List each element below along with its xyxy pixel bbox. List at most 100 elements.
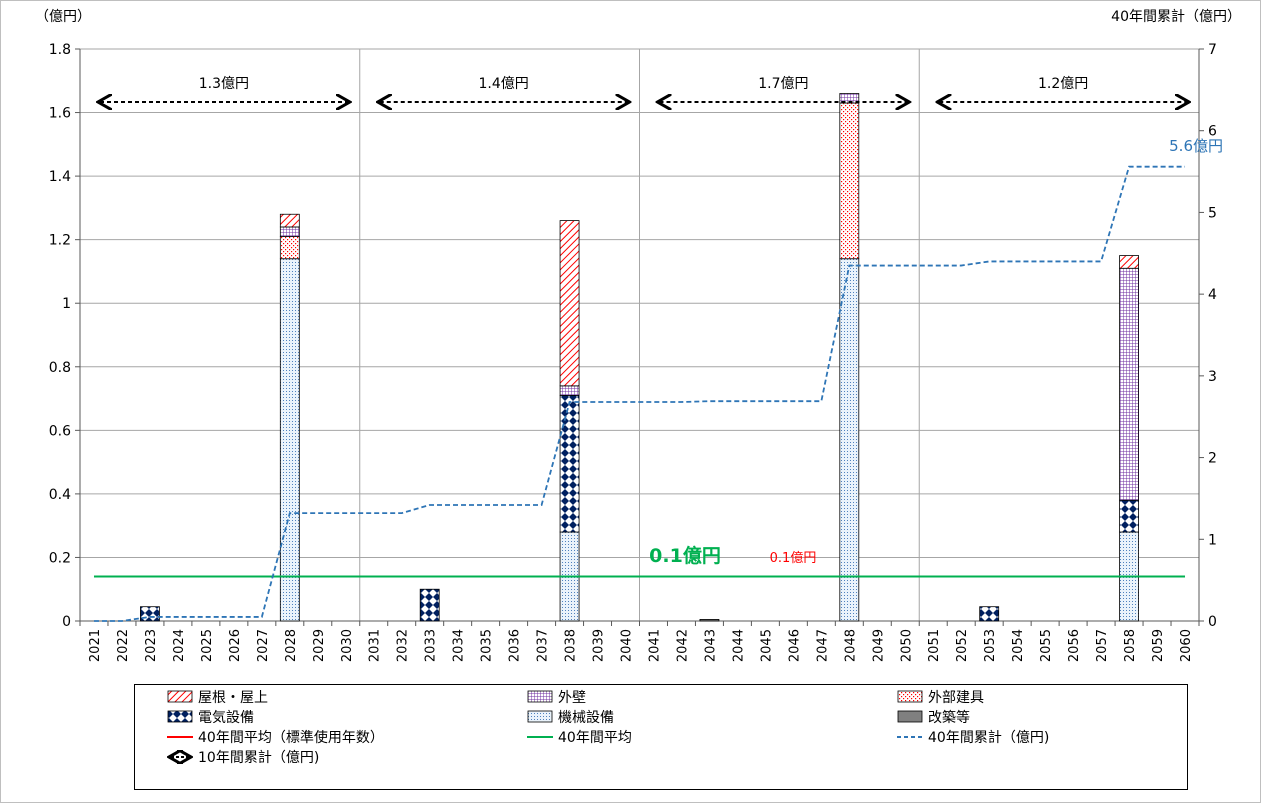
- legend-label: 外壁: [558, 690, 586, 706]
- legend-label: 外部建具: [928, 690, 984, 706]
- y-right-axis-title: 40年間累計（億円）: [1111, 9, 1241, 25]
- bar-segment: [279, 236, 300, 260]
- x-tick-label: 2060: [1179, 629, 1194, 662]
- x-tick-label: 2032: [396, 629, 411, 662]
- legend-label: 40年間平均: [558, 730, 632, 746]
- y-left-tick-label: 0.8: [49, 360, 71, 376]
- legend-label: 改築等: [928, 710, 970, 726]
- bar-segment: [559, 394, 580, 533]
- bar-segment: [419, 588, 440, 622]
- x-tick-label: 2039: [592, 629, 607, 662]
- legend-swatch-fittings: [897, 690, 923, 703]
- legend-label: 機械設備: [558, 710, 614, 726]
- legend-label: 10年間累計（億円): [198, 750, 320, 766]
- bar-segment: [279, 226, 300, 237]
- decade-range-label: 1.7億円: [758, 76, 808, 92]
- legend-swatch-rebuild: [897, 710, 923, 723]
- bar-segment: [279, 258, 300, 622]
- x-tick-label: 2035: [480, 629, 495, 662]
- x-tick-label: 2049: [871, 629, 886, 662]
- x-tick-label: 2058: [1123, 629, 1138, 662]
- legend-label: 電気設備: [198, 710, 254, 726]
- y-left-tick-label: 0.4: [49, 487, 71, 503]
- cumulative-end-annotation: 5.6億円: [1169, 137, 1223, 155]
- x-tick-label: 2054: [1011, 629, 1026, 662]
- bar-segment: [979, 606, 1000, 622]
- x-tick-label: 2041: [647, 629, 662, 662]
- legend-swatch-decade: [165, 750, 195, 764]
- bar-segment: [140, 606, 160, 622]
- legend-swatch-wall: [527, 690, 553, 703]
- y-right-tick-label: 7: [1208, 42, 1217, 58]
- y-left-tick-label: 1.4: [49, 169, 71, 185]
- legend-item-cum: 40年間累計（億円): [895, 727, 1049, 747]
- x-tick-label: 2038: [564, 629, 579, 662]
- bar-segment: [1119, 267, 1139, 501]
- bar-segment: [1119, 255, 1139, 269]
- legend-item-roof: 屋根・屋上: [165, 687, 268, 707]
- decade-range-label: 1.2億円: [1038, 76, 1088, 92]
- y-right-tick-label: 5: [1208, 205, 1217, 221]
- x-tick-label: 2048: [843, 629, 858, 662]
- x-tick-label: 2057: [1095, 629, 1110, 662]
- x-tick-label: 2027: [256, 629, 271, 662]
- y-right-tick-label: 3: [1208, 369, 1217, 385]
- y-left-tick-label: 1.8: [49, 42, 71, 58]
- x-tick-label: 2033: [424, 629, 439, 662]
- x-tick-label: 2021: [88, 629, 103, 662]
- legend-item-mechanical: 機械設備: [525, 707, 614, 727]
- legend-swatch-roof: [167, 690, 193, 703]
- decade-range-label: 1.4億円: [478, 76, 528, 92]
- bar-segment: [279, 213, 300, 228]
- y-right-tick-label: 2: [1208, 451, 1217, 467]
- x-tick-label: 2046: [787, 629, 802, 662]
- x-tick-label: 2050: [899, 629, 914, 662]
- y-left-tick-label: 1: [62, 296, 71, 312]
- x-tick-label: 2047: [815, 629, 830, 662]
- legend-label: 40年間平均（標準使用年数）: [198, 730, 384, 746]
- x-tick-label: 2055: [1039, 629, 1054, 662]
- legend-swatch-cum: [897, 736, 923, 738]
- x-tick-label: 2059: [1151, 629, 1166, 662]
- x-tick-label: 2023: [144, 629, 159, 662]
- legend-item-wall: 外壁: [525, 687, 586, 707]
- x-tick-label: 2031: [368, 629, 383, 662]
- legend-swatch-electric: [167, 710, 193, 723]
- x-tick-label: 2056: [1067, 629, 1082, 662]
- x-tick-label: 2052: [955, 629, 970, 662]
- cumulative-line: [93, 165, 1186, 622]
- legend-item-fittings: 外部建具: [895, 687, 984, 707]
- legend-item-electric: 電気設備: [165, 707, 254, 727]
- legend-label: 40年間累計（億円): [928, 730, 1050, 746]
- y-left-tick-label: 0: [62, 614, 71, 630]
- y-left-tick-label: 0.6: [49, 423, 71, 439]
- x-tick-label: 2026: [228, 629, 243, 662]
- legend-item-avg_std: 40年間平均（標準使用年数）: [165, 727, 384, 747]
- average-annotation: 0.1億円: [649, 544, 721, 567]
- y-left-tick-label: 1.2: [49, 233, 71, 249]
- x-tick-label: 2037: [536, 629, 551, 662]
- average-std-annotation: 0.1億円: [770, 550, 817, 566]
- y-right-tick-label: 4: [1208, 287, 1217, 303]
- x-tick-label: 2025: [200, 629, 215, 662]
- x-tick-label: 2030: [340, 629, 355, 662]
- legend-swatch-mechanical: [527, 710, 553, 723]
- bar-segment: [1119, 499, 1139, 533]
- bar-segment: [699, 619, 720, 622]
- y-right-tick-label: 1: [1208, 532, 1217, 548]
- x-tick-label: 2024: [172, 629, 187, 662]
- x-tick-label: 2028: [284, 629, 299, 662]
- x-tick-label: 2042: [675, 629, 690, 662]
- x-tick-label: 2043: [703, 629, 718, 662]
- x-tick-label: 2040: [620, 629, 635, 662]
- x-tick-label: 2045: [759, 629, 774, 662]
- chart-legend: 屋根・屋上 外壁 外部建具電気設備 機械設備 改築等 40年間平均（標準使用年数） 40年間…: [134, 684, 1188, 790]
- x-tick-label: 2036: [508, 629, 523, 662]
- x-tick-label: 2034: [452, 629, 467, 662]
- legend-item-decade: 10年間累計（億円): [165, 747, 319, 767]
- x-tick-label: 2044: [731, 629, 746, 662]
- x-tick-label: 2051: [927, 629, 942, 662]
- y-left-tick-label: 0.2: [49, 550, 71, 566]
- legend-label: 屋根・屋上: [198, 690, 268, 706]
